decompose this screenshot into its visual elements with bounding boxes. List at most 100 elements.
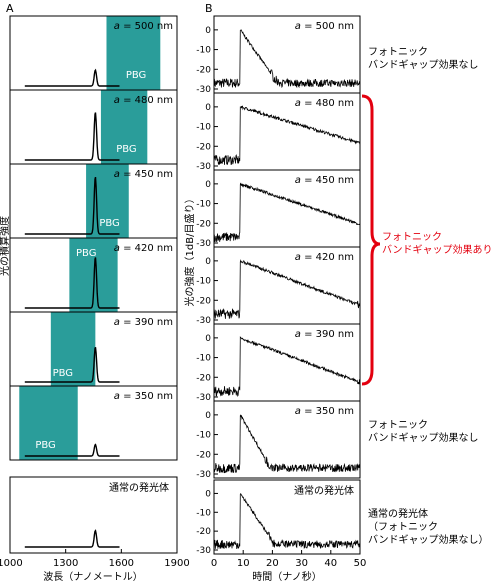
panel-b-label: B [205, 2, 213, 15]
y-tick-label: -10 [196, 277, 211, 287]
y-tick-label: -20 [196, 296, 211, 306]
spectrum-line [24, 529, 120, 548]
plot-frame [9, 476, 178, 554]
annotation-line: フォトニック [368, 419, 428, 431]
plot-frame [9, 385, 178, 461]
panel-b-row: 0 -10 -20 -30 a = 480 nm [196, 92, 361, 172]
x-tick-label: 20 [266, 558, 279, 569]
y-tick-label: -20 [196, 527, 211, 537]
row-a-label: a = 480 nm [114, 95, 173, 106]
panel-b-row: 0 -10 -20 -30 a = 390 nm [196, 323, 361, 403]
decay-line [213, 336, 361, 397]
y-tick-label: -30 [196, 316, 211, 326]
x-tick-label: 1600 [109, 558, 134, 569]
y-tick-label: -30 [196, 85, 211, 95]
y-tick-label: -20 [196, 450, 211, 460]
pbg-label: PBG [116, 144, 136, 155]
plot-frame [213, 479, 361, 555]
annotation-line: バンドギャップ効果なし [368, 58, 479, 71]
row-a-label: a = 390 nm [114, 317, 173, 328]
decay-line [213, 105, 361, 166]
pbg-label: PBG [126, 70, 146, 81]
annotation-line: バンドギャップ効果なし [368, 431, 479, 444]
pbg-band [19, 386, 78, 460]
pbg-label: PBG [99, 218, 119, 229]
row-a-label: a = 350 nm [114, 391, 173, 402]
pbg-band [100, 90, 148, 164]
x-tick-label: 10 [237, 558, 250, 569]
spectrum-line [24, 257, 120, 309]
y-axis-label: 光の強度（1dB/目盛り） [183, 194, 196, 307]
spectrum-line [24, 443, 120, 457]
row-a-label: a = 450 nm [295, 175, 354, 186]
x-axis-label: 波長（ナノメートル） [43, 570, 143, 583]
y-tick-label: 0 [205, 103, 211, 113]
y-tick-label: -10 [196, 508, 211, 518]
panel-b-row: 0 -10 -20 -30 a = 450 nm [196, 169, 361, 249]
spectrum-line [24, 112, 120, 161]
pbg-band [50, 312, 96, 386]
y-tick-label: 0 [205, 334, 211, 344]
panel-b: 0 -10 -20 -30 a = 500 nm 0 -10 -20 -30 a = 480 nm… [183, 15, 367, 583]
panel-b-row: 0 -10 -20 -30 a = 420 nm [196, 246, 361, 326]
pbg-label: PBG [76, 248, 96, 259]
plot-frame [213, 400, 361, 479]
y-tick-label: -20 [196, 142, 211, 152]
reference-label: 通常の発光体 [294, 484, 354, 497]
y-tick-label: 0 [205, 180, 211, 190]
y-tick-label: -30 [196, 239, 211, 249]
decay-line [213, 414, 361, 474]
panel-a-row: PBG a = 500 nm [9, 15, 178, 91]
decay-line [213, 29, 361, 89]
y-axis-label: 光の積算強度 [0, 216, 11, 276]
reference-label: 通常の発光体 [109, 481, 169, 494]
panel-a-row: PBG a = 390 nm [9, 311, 178, 387]
y-tick-label: -30 [196, 546, 211, 556]
annotation-line: バンドギャップ効果なし） [368, 533, 489, 546]
x-tick-label: 0 [211, 558, 217, 569]
row-a-label: a = 390 nm [295, 329, 354, 340]
x-tick-label: 1300 [53, 558, 78, 569]
panel-a-reference: 通常の発光体 [9, 476, 178, 554]
y-tick-label: -20 [196, 219, 211, 229]
pbg-label: PBG [35, 440, 55, 451]
y-tick-label: -10 [196, 200, 211, 210]
y-tick-label: -10 [196, 46, 211, 56]
panel-a-row: PBG a = 350 nm [9, 385, 178, 461]
panel-b-reference: 0 -10 -20 -30 通常の発光体 [196, 479, 361, 556]
panel-a-row: PBG a = 450 nm [9, 163, 178, 239]
panel-b-row: 0 -10 -20 -30 a = 500 nm [196, 15, 361, 95]
y-tick-label: 0 [205, 489, 211, 499]
y-tick-label: -10 [196, 431, 211, 441]
x-tick-label: 40 [324, 558, 337, 569]
y-tick-label: 0 [205, 257, 211, 267]
row-a-label: a = 480 nm [295, 98, 354, 109]
x-axis-label: 時間（ナノ秒） [252, 570, 322, 583]
x-tick-label: 50 [354, 558, 367, 569]
red-brace [361, 94, 381, 386]
spectrum-line [24, 346, 120, 383]
annotation-line: バンドギャップ効果あり [382, 243, 493, 256]
decay-line [213, 182, 361, 243]
x-tick-label: 1900 [164, 558, 189, 569]
y-tick-label: -10 [196, 354, 211, 364]
panel-a-row: PBG a = 420 nm [9, 237, 178, 313]
row-a-label: a = 450 nm [114, 169, 173, 180]
x-tick-label: 30 [295, 558, 308, 569]
spectrum-line [24, 176, 120, 235]
y-tick-label: -30 [196, 393, 211, 403]
y-tick-label: -20 [196, 373, 211, 383]
annotation-line: フォトニック [382, 231, 442, 243]
pbg-band [106, 16, 161, 90]
panel-b-row: 0 -10 -20 -30 a = 350 nm [196, 400, 361, 480]
row-a-label: a = 350 nm [295, 406, 354, 417]
spectrum-line [24, 68, 120, 87]
row-a-label: a = 500 nm [114, 21, 173, 32]
annotations: フォトニックバンドギャップ効果なしフォトニックバンドギャップ効果なし通常の発光体… [361, 46, 493, 546]
y-tick-label: 0 [205, 411, 211, 421]
